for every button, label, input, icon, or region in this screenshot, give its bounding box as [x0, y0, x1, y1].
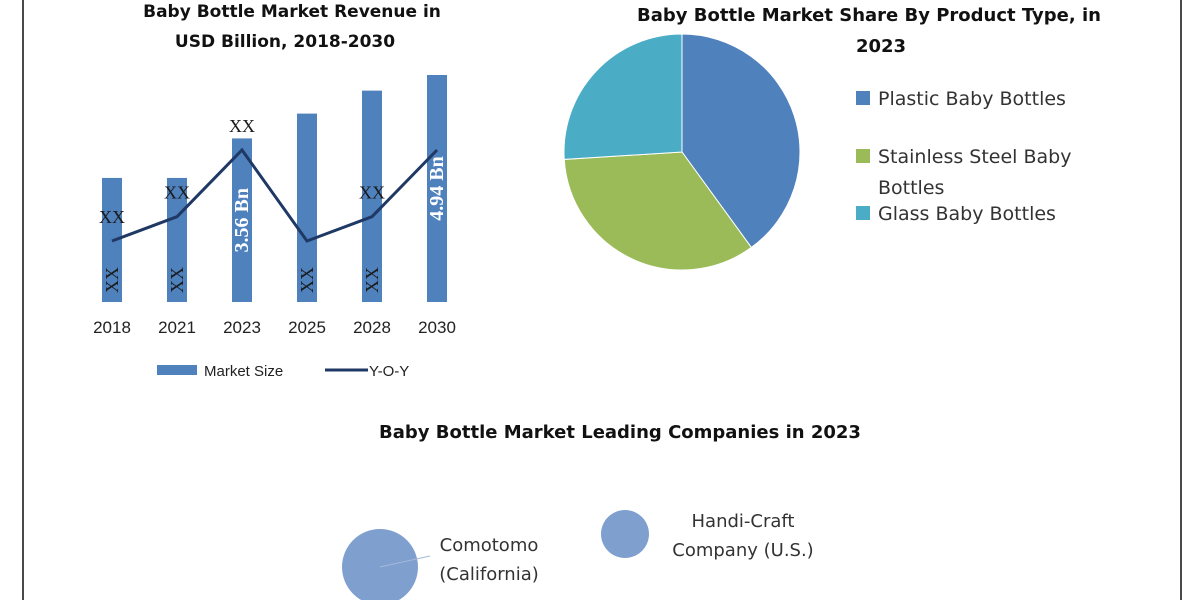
x-tick-2023: 2023	[223, 318, 261, 337]
pie-legend-swatch-0	[856, 91, 870, 105]
bar-2023	[232, 138, 252, 302]
company-label-0-1: (California)	[439, 564, 539, 585]
company-label-1-0: Handi-Craft	[692, 511, 795, 532]
bar-chart-title-line-1: Baby Bottle Market Revenue in	[143, 2, 441, 22]
pie-legend-label-2-0: Glass Baby Bottles	[878, 203, 1056, 225]
bar-chart-title-line-2: USD Billion, 2018-2030	[175, 32, 395, 52]
pie-slice-2	[563, 33, 683, 160]
company-label-0-0: Comotomo	[440, 535, 539, 556]
bar-value-label-2025: XX	[297, 267, 317, 293]
bar-chart-x-axis: 2018 2021 2023 2025 2028 2030	[93, 318, 456, 337]
yoy-value-label-2021: XX	[164, 183, 190, 203]
yoy-value-label-2018: XX	[99, 207, 125, 227]
x-tick-2030: 2030	[418, 318, 456, 337]
pie-slice-1	[563, 151, 753, 271]
company-leader-line-0	[379, 555, 431, 568]
bar-value-label-2028: XX	[362, 267, 382, 293]
pie-legend-swatch-2	[856, 206, 870, 220]
x-tick-2021: 2021	[158, 318, 196, 337]
company-label-1-1: Company (U.S.)	[672, 540, 813, 561]
pie-legend-label-0-0: Plastic Baby Bottles	[878, 88, 1066, 110]
x-tick-2028: 2028	[353, 318, 391, 337]
bar-2028	[362, 90, 382, 303]
pie-legend-label-1-1: Bottles	[878, 177, 944, 199]
bar-chart-bar-labels: XX XX 3.56 Bn XX XX 4.94 Bn	[102, 156, 448, 293]
companies-bubbles: Comotomo (California) Handi-Craft Company (…	[342, 510, 814, 600]
bar-value-label-2021: XX	[167, 267, 187, 293]
bar-chart-yoy-labels: XX XX XX XX	[99, 116, 385, 227]
pie-chart	[563, 33, 801, 271]
x-tick-2018: 2018	[93, 318, 131, 337]
bar-2030	[427, 75, 447, 302]
frame-left-border	[22, 0, 24, 600]
bar-value-label-2030: 4.94 Bn	[426, 156, 448, 220]
pie-legend-swatch-1	[856, 149, 870, 163]
bar-chart-bars	[102, 75, 447, 303]
frame-right-border	[1180, 0, 1182, 600]
company-bubble-1	[601, 510, 649, 558]
yoy-line	[111, 147, 439, 243]
bar-chart-legend: Market Size Y-O-Y	[157, 363, 409, 380]
pie-chart-title-line-2: 2023	[856, 36, 906, 57]
legend-label-market-size: Market Size	[204, 363, 283, 380]
company-bubble-0	[342, 529, 418, 600]
pie-chart-legend: Plastic Baby Bottles Stainless Steel Baby…	[856, 88, 1071, 225]
bar-value-label-2018: XX	[102, 267, 122, 293]
bar-chart-yoy-line	[111, 147, 439, 243]
legend-label-yoy: Y-O-Y	[369, 363, 409, 380]
pie-legend-label-1-0: Stainless Steel Baby	[878, 146, 1071, 168]
companies-title: Baby Bottle Market Leading Companies in …	[379, 422, 861, 443]
legend-swatch-market-size	[157, 365, 197, 375]
bar-value-label-2023: 3.56 Bn	[231, 188, 253, 252]
pie-chart-title-line-1: Baby Bottle Market Share By Product Type…	[637, 5, 1101, 26]
bar-2025	[297, 113, 317, 303]
yoy-value-label-2028: XX	[359, 183, 385, 203]
pie-slice-0	[681, 33, 801, 249]
yoy-value-label-2023: XX	[229, 116, 255, 136]
bar-2021	[167, 177, 187, 302]
x-tick-2025: 2025	[288, 318, 326, 337]
